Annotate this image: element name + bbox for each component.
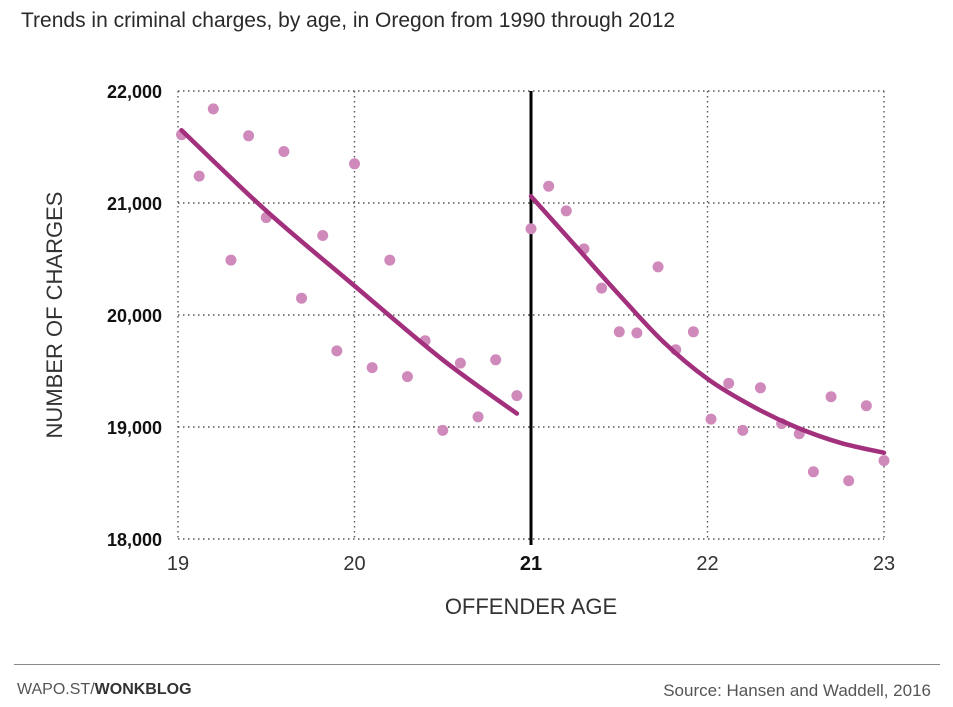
x-tick-label: 22 — [696, 553, 718, 575]
data-point — [843, 475, 855, 487]
data-point — [401, 371, 413, 383]
data-point — [754, 382, 766, 394]
data-point — [613, 326, 625, 338]
data-point — [225, 254, 237, 266]
data-point — [560, 205, 572, 217]
fit-line — [528, 194, 887, 456]
data-point — [737, 424, 749, 436]
data-points — [176, 103, 890, 487]
data-point — [807, 466, 819, 478]
x-tick-label: 21 — [520, 553, 542, 575]
y-tick-label: 18,000 — [107, 530, 162, 550]
data-point — [723, 377, 735, 389]
y-tick-label: 19,000 — [107, 418, 162, 438]
data-point — [596, 282, 608, 294]
footer-source: Source: Hansen and Waddell, 2016 — [663, 681, 931, 700]
footer-brand-prefix: WAPO.ST/ — [17, 681, 95, 698]
data-point — [511, 390, 523, 402]
data-point — [243, 130, 255, 142]
fit-line — [179, 127, 520, 416]
data-point — [296, 292, 308, 304]
data-point — [687, 326, 699, 338]
data-point — [525, 223, 537, 235]
x-tick-label: 20 — [343, 553, 365, 575]
data-point — [317, 229, 329, 241]
data-point — [705, 413, 717, 425]
axes: 18,000 19,000 20,000 21,000 22,000 19 20 21 22 23… — [42, 82, 895, 619]
data-point — [631, 327, 643, 339]
data-point — [472, 411, 484, 423]
x-axis-title: OFFENDER AGE — [445, 594, 617, 619]
y-tick-label: 21,000 — [107, 194, 162, 214]
data-point — [543, 180, 555, 192]
fit-lines — [179, 127, 887, 456]
data-point — [331, 345, 343, 357]
x-tick-label: 23 — [873, 553, 895, 575]
y-axis-title: NUMBER OF CHARGES — [42, 192, 67, 439]
footer-divider — [14, 664, 940, 665]
data-point — [825, 391, 837, 403]
data-point — [860, 400, 872, 412]
data-point — [437, 424, 449, 436]
data-point — [366, 362, 378, 374]
data-point — [278, 145, 290, 157]
scatter-chart: 18,000 19,000 20,000 21,000 22,000 19 20 21 22 23… — [42, 82, 895, 619]
chart-title: Trends in criminal charges, by age, in O… — [21, 9, 676, 32]
data-point — [384, 254, 396, 266]
x-tick-label: 19 — [167, 553, 189, 575]
data-point — [652, 261, 664, 273]
data-point — [349, 158, 360, 170]
data-point — [490, 354, 502, 366]
data-point — [207, 103, 219, 115]
y-tick-label: 20,000 — [107, 306, 162, 326]
data-point — [878, 455, 890, 467]
y-tick-label: 22,000 — [107, 82, 162, 102]
data-point — [193, 170, 205, 182]
footer-brand-name: WONKBLOG — [94, 681, 192, 698]
footer-brand: WAPO.ST/WONKBLOG — [17, 681, 192, 699]
data-point — [454, 357, 466, 369]
